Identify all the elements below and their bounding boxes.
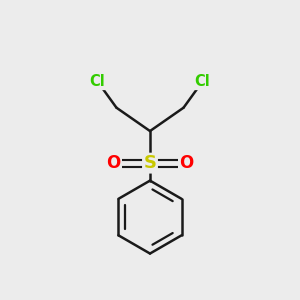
Text: O: O: [179, 154, 194, 172]
Text: S: S: [143, 154, 157, 172]
Text: Cl: Cl: [90, 74, 105, 89]
Text: Cl: Cl: [195, 74, 210, 89]
Text: O: O: [106, 154, 121, 172]
